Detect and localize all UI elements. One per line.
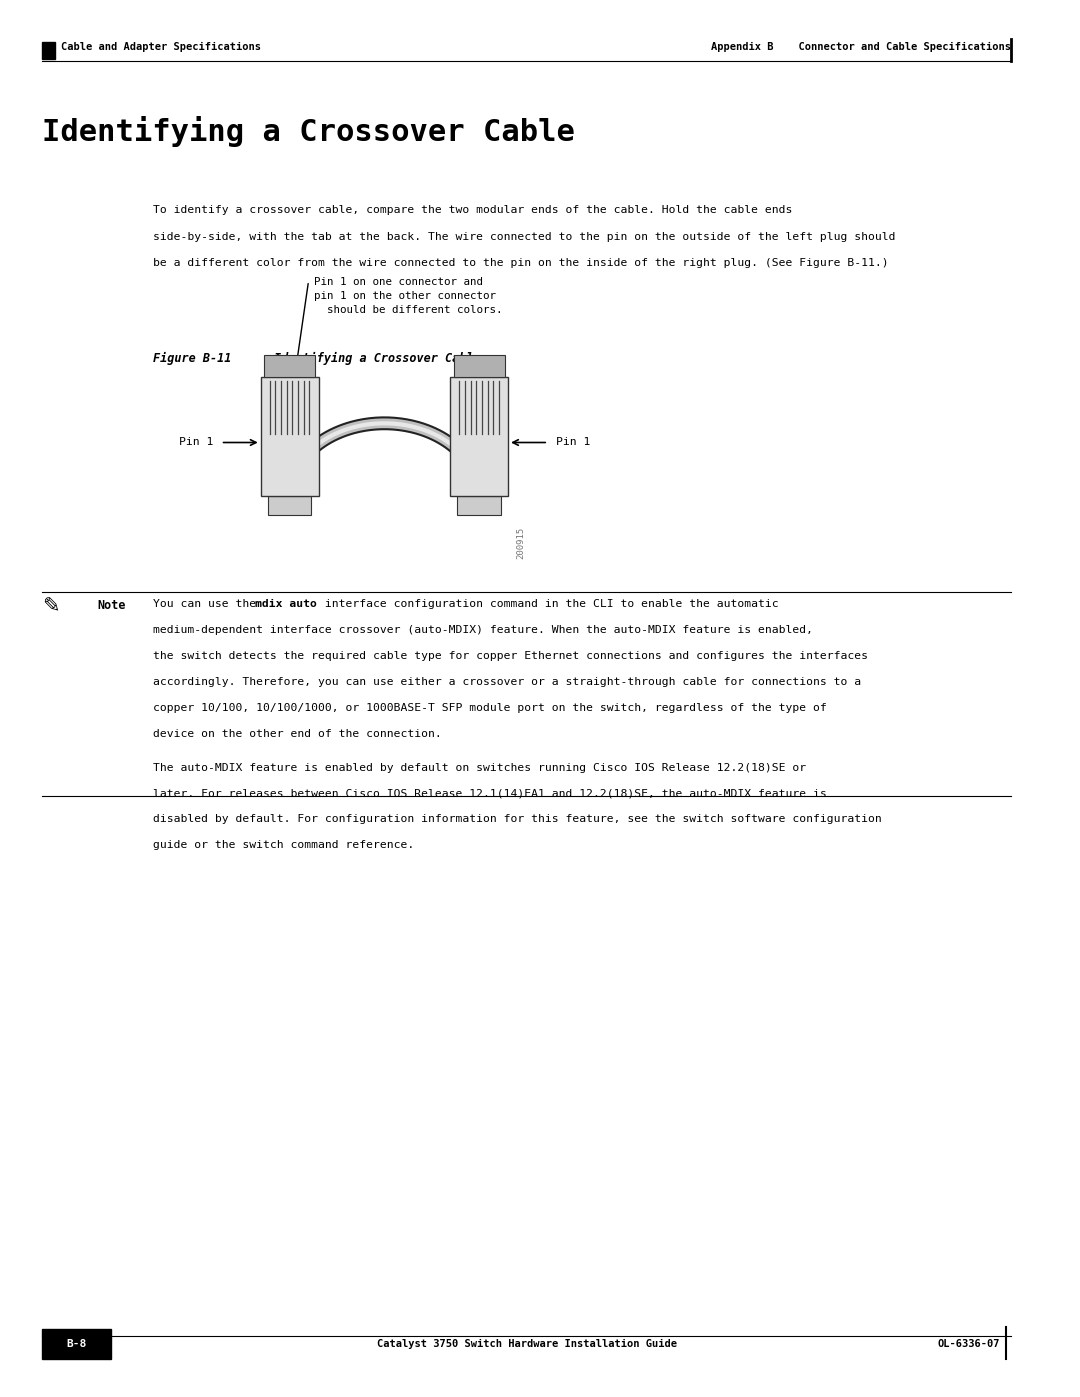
Text: Note: Note: [97, 599, 125, 612]
Text: To identify a crossover cable, compare the two modular ends of the cable. Hold t: To identify a crossover cable, compare t…: [152, 205, 792, 215]
Text: guide or the switch command reference.: guide or the switch command reference.: [152, 841, 414, 851]
Text: the switch detects the required cable type for copper Ethernet connections and c: the switch detects the required cable ty…: [152, 651, 867, 661]
Text: Appendix B    Connector and Cable Specifications: Appendix B Connector and Cable Specifica…: [711, 42, 1011, 52]
Text: Pin 1: Pin 1: [179, 437, 213, 447]
Text: disabled by default. For configuration information for this feature, see the swi: disabled by default. For configuration i…: [152, 814, 881, 824]
Text: side-by-side, with the tab at the back. The wire connected to the pin on the out: side-by-side, with the tab at the back. …: [152, 232, 895, 242]
Text: Pin 1 on one connector and
pin 1 on the other connector
  should be different co: Pin 1 on one connector and pin 1 on the …: [314, 277, 502, 316]
Text: B-8: B-8: [67, 1338, 87, 1350]
Bar: [454, 355, 504, 377]
Text: ✎: ✎: [42, 597, 59, 616]
Bar: [268, 496, 311, 515]
Text: accordingly. Therefore, you can use either a crossover or a straight-through cab: accordingly. Therefore, you can use eith…: [152, 678, 861, 687]
Text: OL-6336-07: OL-6336-07: [937, 1338, 1000, 1350]
Text: The auto-MDIX feature is enabled by default on switches running Cisco IOS Releas: The auto-MDIX feature is enabled by defa…: [152, 763, 806, 773]
Text: Catalyst 3750 Switch Hardware Installation Guide: Catalyst 3750 Switch Hardware Installati…: [377, 1338, 676, 1350]
Text: medium-dependent interface crossover (auto-MDIX) feature. When the auto-MDIX fea: medium-dependent interface crossover (au…: [152, 626, 813, 636]
Bar: [450, 377, 508, 496]
Text: You can use the: You can use the: [152, 599, 262, 609]
Text: Identifying a Crossover Cable: Identifying a Crossover Cable: [274, 352, 481, 365]
Bar: [260, 377, 319, 496]
Text: Figure B-11: Figure B-11: [152, 352, 231, 365]
Text: 200915: 200915: [516, 527, 525, 559]
Text: Identifying a Crossover Cable: Identifying a Crossover Cable: [42, 116, 575, 147]
Text: device on the other end of the connection.: device on the other end of the connectio…: [152, 729, 442, 739]
Text: later. For releases between Cisco IOS Release 12.1(14)EA1 and 12.2(18)SE, the au: later. For releases between Cisco IOS Re…: [152, 789, 826, 799]
Bar: [458, 496, 501, 515]
Text: interface configuration command in the CLI to enable the automatic: interface configuration command in the C…: [318, 599, 779, 609]
Text: mdix auto: mdix auto: [255, 599, 316, 609]
Bar: [265, 355, 315, 377]
Text: Pin 1: Pin 1: [555, 437, 590, 447]
Text: Cable and Adapter Specifications: Cable and Adapter Specifications: [62, 42, 261, 52]
Bar: [42, 42, 55, 59]
Text: copper 10/100, 10/100/1000, or 1000BASE-T SFP module port on the switch, regardl: copper 10/100, 10/100/1000, or 1000BASE-…: [152, 703, 826, 712]
Text: be a different color from the wire connected to the pin on the inside of the rig: be a different color from the wire conne…: [152, 258, 889, 268]
Bar: [42, 1329, 110, 1359]
